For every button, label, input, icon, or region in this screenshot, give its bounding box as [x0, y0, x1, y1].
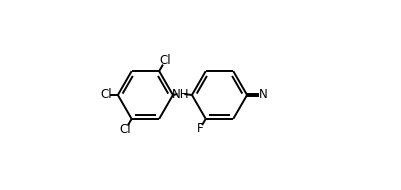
Text: NH: NH [172, 88, 189, 101]
Text: F: F [197, 122, 204, 135]
Text: Cl: Cl [160, 54, 171, 67]
Text: Cl: Cl [120, 123, 132, 136]
Text: Cl: Cl [100, 89, 111, 101]
Text: N: N [259, 89, 267, 101]
